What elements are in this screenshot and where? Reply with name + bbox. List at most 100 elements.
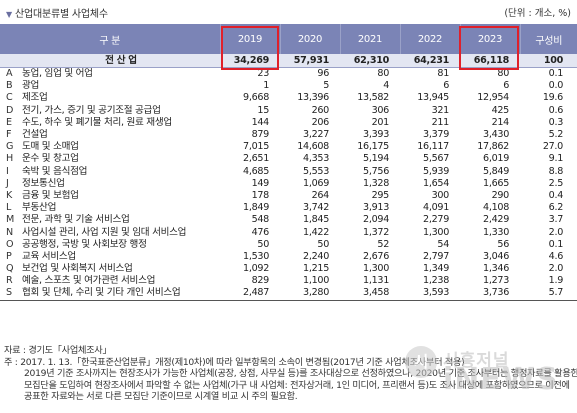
- row-name: 제조업: [22, 92, 48, 104]
- row-code: L: [6, 202, 12, 214]
- cell-2023: 214: [491, 116, 510, 128]
- row-name: 광업: [22, 80, 40, 92]
- cell-2023: 1,273: [483, 275, 509, 287]
- cell-share: 3.7: [548, 214, 564, 226]
- cell-2020: 4,353: [303, 153, 329, 165]
- table-title-text: 산업대분류별 사업체수: [14, 9, 108, 20]
- row-name: 전 산 업: [22, 54, 220, 68]
- cell-2020: 3,280: [280, 287, 340, 301]
- column-header-2021: 2021: [339, 24, 400, 54]
- cell-2021: 295: [371, 189, 390, 201]
- cell-share: 2.5: [548, 177, 564, 189]
- cell-2021: 80: [377, 68, 389, 80]
- cell-2023: 290: [491, 189, 510, 201]
- cell-2022: 3,379: [423, 129, 449, 141]
- cell-2022: 1,349: [423, 263, 449, 275]
- footnote-1: 주 : 2017. 1. 13.「한국표준산업분류」개정(제10차)에 따라 일…: [4, 356, 465, 368]
- cell-2020: 1,215: [303, 263, 329, 275]
- cell-2023: 1,665: [483, 177, 509, 189]
- cell-2023: 80: [497, 68, 509, 80]
- column-header-2023: 2023: [459, 24, 520, 54]
- row-name: 공공행정, 국방 및 사회보장 행정: [22, 238, 147, 250]
- column-header-share: 구성비: [519, 24, 577, 54]
- cell-2020: 1,422: [303, 226, 329, 238]
- total-row: 전 산 업 34,269 57,931 62,310 64,231 66,118…: [0, 54, 577, 68]
- cell-2020: 206: [311, 116, 330, 128]
- cell-2022: 16,117: [417, 141, 449, 153]
- row-name: 예술, 스포츠 및 여가관련 서비스업: [22, 275, 156, 287]
- cell-share: 1.9: [548, 275, 564, 287]
- watermark-top-text: 시흥저널: [443, 351, 510, 371]
- cell-2020: 13,396: [297, 92, 329, 104]
- table-row: R 예술, 스포츠 및 여가관련 서비스업 829 1,100 1,131 1,238 1,…: [0, 275, 577, 287]
- row-code: M: [6, 214, 14, 226]
- footnote-3: 모집단을 도입하여 현장조사에서 파악할 수 없는 사업체(가구 내 사업체: …: [24, 379, 570, 391]
- cell-2019: 23: [257, 68, 269, 80]
- table-row: I 숙박 및 음식점업 4,685 5,553 5,756 5,939 5,849 8.8: [0, 166, 577, 178]
- cell-2021: 2,676: [363, 250, 389, 262]
- row-code: J: [6, 177, 9, 189]
- news-watermark-logo: 시 시흥저널 iNEWS: [405, 346, 577, 406]
- cell-share: 9.1: [548, 153, 564, 165]
- cell-2023: 56: [497, 238, 509, 250]
- cell-2022: 300: [431, 189, 450, 201]
- cell-2022: 1,300: [423, 226, 449, 238]
- cell-2023: 2,429: [483, 214, 509, 226]
- table-row: D 전기, 가스, 증기 및 공기조절 공급업 15 260 306 321 425 0.6: [0, 105, 577, 117]
- cell-2022: 3,593: [400, 287, 460, 301]
- cell-2023: 6,019: [483, 153, 509, 165]
- table-row: G 도매 및 소매업 7,015 14,608 16,175 16,117 17,862 27…: [0, 141, 577, 153]
- cell-2021: 52: [377, 238, 389, 250]
- row-code: [0, 54, 22, 68]
- cell-2020: 2,240: [303, 250, 329, 262]
- row-code: F: [6, 129, 12, 141]
- cell-2022: 1,238: [423, 275, 449, 287]
- cell-2019: 178: [251, 189, 270, 201]
- row-code: O: [6, 238, 14, 250]
- cell-2020: 264: [311, 189, 330, 201]
- cell-share: 19.6: [542, 92, 563, 104]
- cell-share: 5.2: [548, 129, 564, 141]
- cell-2019: 15: [257, 104, 269, 116]
- table-row: N 사업시설 관리, 사업 지원 및 임대 서비스업 476 1,422 1,372 1,…: [0, 226, 577, 238]
- row-name: 숙박 및 음식점업: [22, 165, 88, 177]
- table-row: S 협회 및 단체, 수리 및 기타 개인 서비스업 2,487 3,280 3,458…: [0, 287, 577, 301]
- cell-2021: 1,372: [363, 226, 389, 238]
- cell-share: 2.0: [548, 263, 564, 275]
- cell-share: 0.0: [548, 80, 564, 92]
- cell-2022: 2,279: [423, 214, 449, 226]
- cell-2020: 3,227: [303, 129, 329, 141]
- cell-share: 0.6: [548, 104, 564, 116]
- cell-share: 8.8: [548, 165, 564, 177]
- cell-share: 27.0: [542, 141, 563, 153]
- cell-2022: 64,231: [400, 54, 460, 68]
- footnote-4: 공표한 자료와는 서로 다른 모집단 기준이므로 시계열 비교 시 주의 필요함…: [24, 391, 298, 403]
- cell-2020: 5,553: [303, 165, 329, 177]
- row-code: A: [6, 68, 13, 80]
- table-row: F 건설업 879 3,227 3,393 3,379 3,430 5.2: [0, 129, 577, 141]
- table-row: H 운수 및 창고업 2,651 4,353 5,194 5,567 6,019 9.1: [0, 153, 577, 165]
- footnotes: 자료 : 경기도「사업체조사」 주 : 2017. 1. 13.「한국표준산업분…: [4, 345, 577, 403]
- row-name: 전문, 과학 및 기술 서비스업: [22, 214, 130, 226]
- footnote-2: 2019년 기준 조사까지는 현장조사가 가능한 사업체(공장, 상점, 사무실…: [24, 368, 577, 380]
- cell-2021: 3,458: [340, 287, 400, 301]
- cell-2020: 57,931: [280, 54, 340, 68]
- cell-2021: 3,913: [363, 202, 389, 214]
- cell-2022: 13,945: [417, 92, 449, 104]
- cell-2019: 149: [251, 177, 270, 189]
- cell-2023: 66,118: [460, 54, 520, 68]
- row-name: 부동산업: [22, 202, 57, 214]
- cell-2022: 5,567: [423, 153, 449, 165]
- cell-2021: 16,175: [357, 141, 389, 153]
- cell-2020: 1,845: [303, 214, 329, 226]
- column-header-2020: 2020: [279, 24, 340, 54]
- cell-2022: 6: [443, 80, 449, 92]
- table-row: K 금융 및 보험업 178 264 295 300 290 0.4: [0, 190, 577, 202]
- cell-2021: 3,393: [363, 129, 389, 141]
- cell-2019: 7,015: [243, 141, 269, 153]
- table-row: B 광업 1 5 4 6 6 0.0: [0, 80, 577, 92]
- cell-2022: 4,091: [423, 202, 449, 214]
- row-code: G: [6, 141, 14, 153]
- cell-2021: 13,582: [357, 92, 389, 104]
- cell-2019: 144: [251, 116, 270, 128]
